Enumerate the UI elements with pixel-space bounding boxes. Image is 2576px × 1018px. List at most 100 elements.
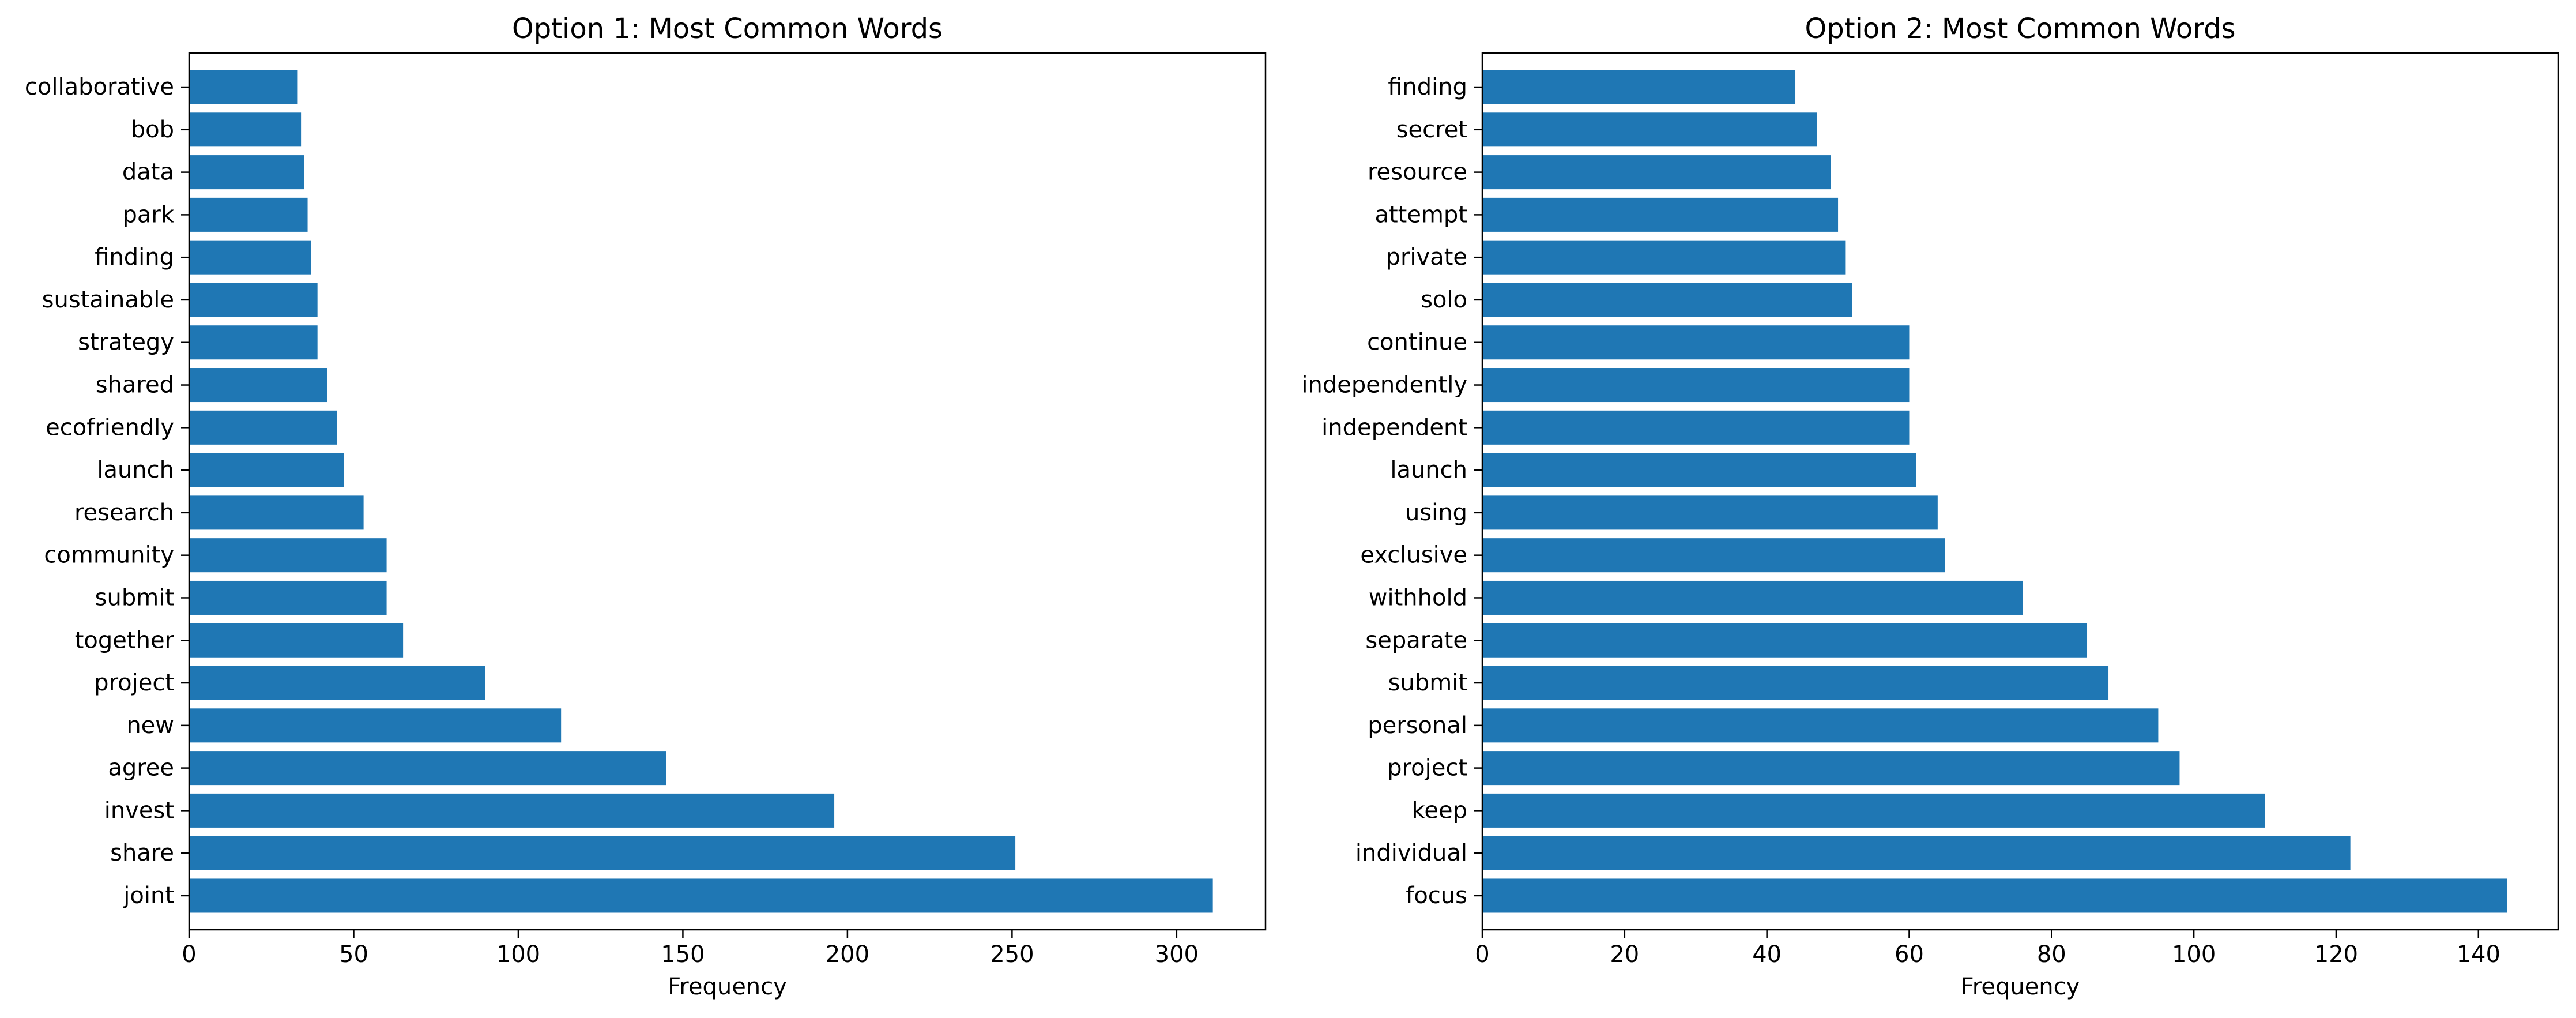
category-label: submit (95, 584, 174, 611)
bar-resource (1482, 155, 1831, 190)
x-tick-label: 200 (826, 941, 869, 968)
bar-independent (1482, 410, 1910, 445)
category-label: secret (1396, 117, 1467, 143)
category-label: exclusive (1360, 542, 1467, 569)
category-label: individual (1355, 840, 1467, 866)
category-label: separate (1365, 627, 1467, 653)
bar-strategy (189, 325, 318, 360)
category-label: shared (96, 372, 174, 399)
bar-individual (1482, 836, 2351, 870)
bar-shared (189, 368, 327, 403)
bar-exclusive (1482, 538, 1945, 573)
bar-finding (1482, 70, 1796, 104)
category-label: withhold (1369, 584, 1467, 611)
bar-finding (189, 240, 311, 275)
category-label: finding (1388, 74, 1467, 100)
category-label: launch (1390, 457, 1467, 483)
category-label: resource (1368, 159, 1467, 186)
bar-attempt (1482, 197, 1839, 232)
x-tick-label: 120 (2314, 941, 2358, 968)
category-label: collaborative (25, 74, 174, 100)
category-label: new (126, 712, 174, 739)
chart-title: Option 1: Most Common Words (512, 13, 943, 45)
category-label: launch (97, 457, 174, 483)
category-label: using (1405, 499, 1467, 526)
bar-together (189, 623, 404, 658)
bar-launch (189, 453, 344, 487)
x-tick-label: 150 (661, 941, 705, 968)
x-tick-label: 100 (2172, 941, 2216, 968)
bar-independently (1482, 368, 1910, 403)
bar-secret (1482, 112, 1817, 147)
category-label: invest (104, 797, 174, 824)
bar-keep (1482, 793, 2265, 828)
x-tick-label: 50 (339, 941, 368, 968)
category-label: ecofriendly (46, 414, 174, 441)
bar-park (189, 197, 308, 232)
bar-submit (1482, 666, 2109, 700)
category-label: park (122, 201, 174, 228)
bar-personal (1482, 708, 2159, 743)
category-label: independently (1301, 372, 1467, 399)
x-tick-label: 100 (496, 941, 540, 968)
bar-launch (1482, 453, 1916, 487)
x-axis-label: Frequency (668, 974, 787, 1000)
category-label: joint (123, 882, 174, 909)
bar-joint (189, 878, 1213, 913)
bar-sustainable (189, 283, 318, 317)
category-label: submit (1388, 670, 1467, 696)
category-label: private (1386, 244, 1467, 271)
category-label: data (122, 159, 174, 186)
category-label: strategy (78, 329, 174, 356)
category-label: community (44, 542, 174, 569)
x-tick-label: 40 (1752, 941, 1782, 968)
bar-invest (189, 793, 835, 828)
bar-community (189, 538, 387, 573)
bar-solo (1482, 283, 1852, 317)
category-label: bob (131, 117, 174, 143)
chart-title: Option 2: Most Common Words (1805, 13, 2235, 45)
category-label: independent (1321, 414, 1467, 441)
bar-ecofriendly (189, 410, 337, 445)
x-tick-label: 60 (1895, 941, 1924, 968)
x-tick-label: 0 (182, 941, 196, 968)
bar-new (189, 708, 562, 743)
category-label: together (75, 627, 175, 653)
x-tick-label: 20 (1610, 941, 1639, 968)
category-label: keep (1412, 797, 1467, 824)
x-axis-label: Frequency (1961, 974, 2080, 1000)
bar-bob (189, 112, 302, 147)
category-label: agree (108, 755, 174, 782)
bar-project (189, 666, 485, 700)
bar-agree (189, 751, 666, 786)
x-tick-label: 300 (1155, 941, 1199, 968)
bar-withhold (1482, 580, 2023, 615)
x-tick-label: 80 (2037, 941, 2066, 968)
category-label: focus (1406, 882, 1467, 909)
bar-using (1482, 495, 1938, 530)
bar-private (1482, 240, 1846, 275)
plot-frame (188, 52, 1267, 931)
bar-separate (1482, 623, 2088, 658)
bar-continue (1482, 325, 1910, 360)
category-label: research (74, 499, 174, 526)
bar-research (189, 495, 364, 530)
category-label: share (110, 840, 174, 866)
category-label: finding (95, 244, 174, 271)
bar-data (189, 155, 304, 190)
category-label: project (1387, 755, 1467, 782)
plot-frame (1481, 52, 2559, 931)
x-tick-label: 250 (990, 941, 1034, 968)
category-label: continue (1367, 329, 1467, 356)
x-tick-label: 0 (1475, 941, 1489, 968)
chart-option-2: focus individual keep project personal submit… (1301, 13, 2559, 1000)
chart-option-1: joint share invest agree new project together s… (25, 13, 1267, 1000)
category-label: personal (1368, 712, 1467, 739)
bar-submit (189, 580, 387, 615)
x-tick-label: 140 (2457, 941, 2500, 968)
bar-share (189, 836, 1016, 870)
category-label: attempt (1374, 201, 1467, 228)
bar-collaborative (189, 70, 298, 104)
category-label: solo (1421, 287, 1467, 313)
